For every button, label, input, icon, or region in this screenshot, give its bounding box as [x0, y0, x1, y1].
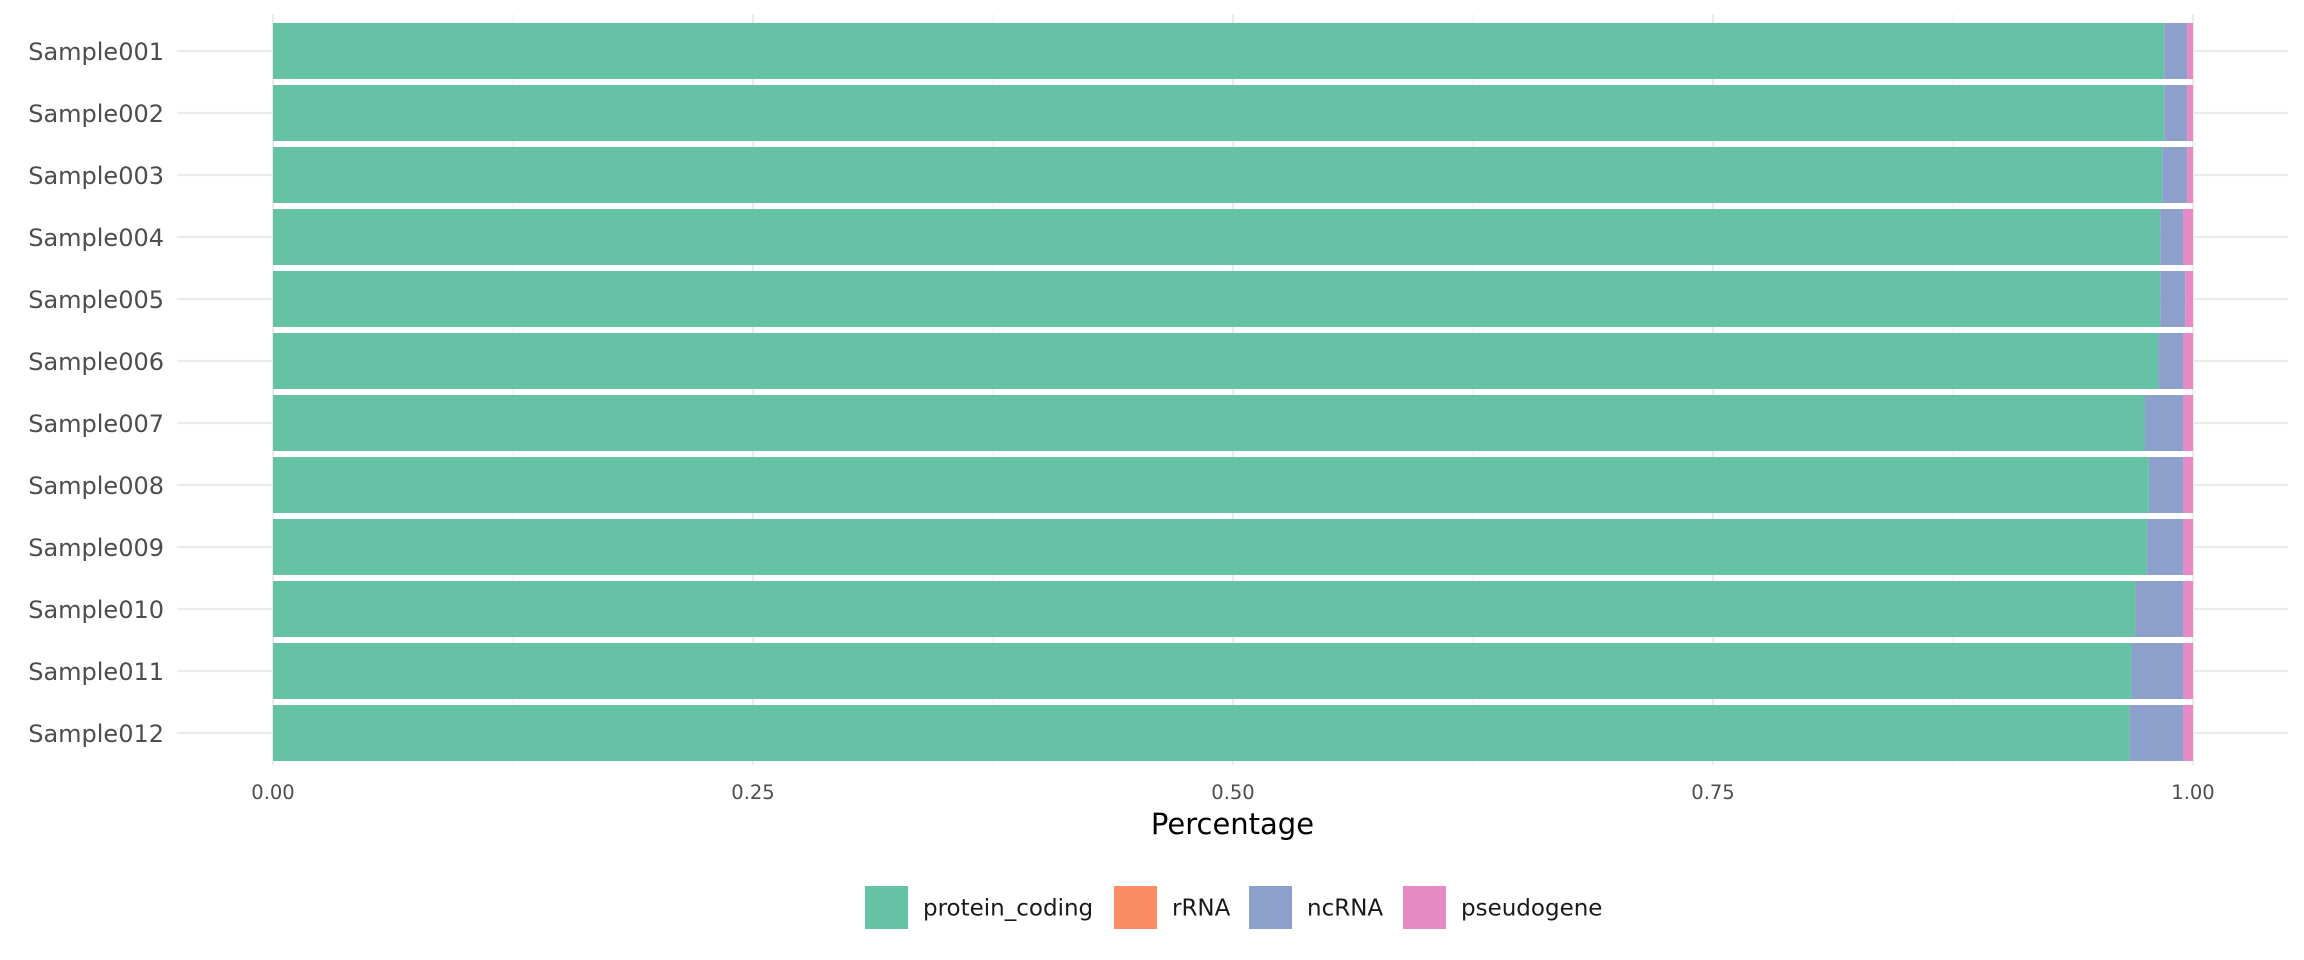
x-tick-label: 0.50 [1211, 781, 1254, 804]
x-tick-label: 0.75 [1691, 781, 1734, 804]
x-tick-label: 1.00 [2171, 781, 2214, 804]
legend-label: pseudogene [1461, 896, 1602, 922]
bar-segment-protein_coding [273, 271, 2161, 327]
x-tick-label: 0.00 [251, 781, 294, 804]
legend-key-ncRNA [1249, 886, 1292, 929]
y-tick-label: Sample009 [28, 534, 164, 562]
bar-segment-pseudogene [2187, 85, 2193, 141]
bar-segment-ncRNA [2158, 333, 2184, 389]
bar-segment-pseudogene [2183, 643, 2193, 699]
y-tick-label: Sample007 [28, 410, 164, 438]
bar-segment-ncRNA [2164, 85, 2188, 141]
x-tick-label: 0.25 [731, 781, 774, 804]
y-tick-label: Sample002 [28, 100, 164, 128]
y-tick-label: Sample012 [28, 720, 164, 748]
bar-segment-protein_coding [273, 395, 2145, 451]
bar-segment-protein_coding [273, 209, 2161, 265]
bar-segment-pseudogene [2185, 271, 2193, 327]
bar-segment-pseudogene [2183, 705, 2193, 761]
bar-segment-protein_coding [273, 23, 2165, 79]
x-axis-label: Percentage [1151, 807, 1314, 841]
legend-key-pseudogene [1403, 886, 1446, 929]
bar-segment-pseudogene [2183, 395, 2193, 451]
bar-segment-pseudogene [2183, 333, 2193, 389]
bar-segment-pseudogene [2183, 209, 2193, 265]
y-tick-label: Sample004 [28, 224, 164, 252]
legend-key-protein_coding [865, 886, 908, 929]
bar-segment-pseudogene [2183, 457, 2193, 513]
bar-segment-ncRNA [2131, 643, 2184, 699]
bar-segment-ncRNA [2148, 457, 2184, 513]
bar-segment-pseudogene [2187, 147, 2193, 203]
bar-segment-pseudogene [2183, 581, 2193, 637]
bar-segment-protein_coding [273, 519, 2147, 575]
legend: protein_coding rRNA ncRNA pseudogene [865, 886, 1602, 929]
bar-segment-ncRNA [2162, 147, 2188, 203]
y-tick-label: Sample001 [28, 38, 164, 66]
bar-segment-ncRNA [2129, 705, 2184, 761]
legend-label: ncRNA [1307, 896, 1383, 922]
bars [273, 23, 2193, 761]
y-axis-tick-labels: Sample001 Sample002 Sample003 Sample004 Samp… [28, 38, 164, 748]
y-tick-label: Sample010 [28, 596, 164, 624]
bar-segment-ncRNA [2164, 23, 2188, 79]
y-tick-label: Sample003 [28, 162, 164, 190]
y-tick-label: Sample008 [28, 472, 164, 500]
bar-segment-protein_coding [273, 643, 2132, 699]
bar-segment-ncRNA [2146, 519, 2184, 575]
bar-segment-protein_coding [273, 581, 2136, 637]
bar-segment-protein_coding [273, 333, 2159, 389]
legend-label: protein_coding [923, 896, 1093, 922]
y-tick-label: Sample005 [28, 286, 164, 314]
bar-segment-protein_coding [273, 457, 2149, 513]
bar-segment-ncRNA [2135, 581, 2184, 637]
bar-segment-ncRNA [2145, 395, 2184, 451]
bar-segment-protein_coding [273, 85, 2165, 141]
x-axis-tick-labels: 0.00 0.25 0.50 0.75 1.00 [251, 781, 2214, 804]
legend-label: rRNA [1172, 896, 1231, 922]
bar-segment-protein_coding [273, 705, 2130, 761]
bar-segment-protein_coding [273, 147, 2163, 203]
bar-segment-pseudogene [2183, 519, 2193, 575]
bar-segment-ncRNA [2160, 209, 2184, 265]
bar-segment-pseudogene [2187, 23, 2193, 79]
bar-segment-ncRNA [2160, 271, 2186, 327]
y-tick-label: Sample011 [28, 658, 164, 686]
y-tick-label: Sample006 [28, 348, 164, 376]
legend-key-rRNA [1114, 886, 1157, 929]
